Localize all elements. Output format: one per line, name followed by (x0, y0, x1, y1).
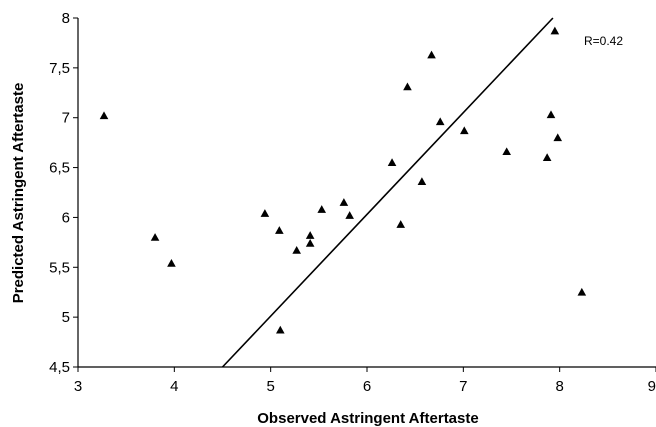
data-point (167, 258, 176, 267)
data-point (550, 26, 560, 35)
data-point (150, 233, 160, 241)
data-point (459, 126, 469, 135)
data-point (317, 205, 327, 213)
data-points (99, 26, 587, 334)
y-tick-label: 7 (62, 110, 70, 127)
data-point (345, 211, 354, 219)
data-point (542, 153, 552, 162)
x-axis-title: Observed Astringent Aftertaste (257, 410, 478, 427)
data-point (260, 209, 270, 217)
data-point (427, 50, 436, 59)
data-point (553, 133, 563, 142)
tick-labels: 3 4 5 6 7 8 9 4,5 5 5,5 6 6,5 7 7,5 8 (49, 10, 656, 395)
data-point (396, 220, 406, 228)
axes (73, 17, 656, 372)
data-point (305, 239, 315, 247)
data-point (403, 82, 412, 91)
data-point (292, 246, 301, 254)
y-tick-label: 8 (62, 10, 70, 27)
fit-line (221, 17, 554, 368)
data-point (417, 177, 427, 185)
fit-line-group (221, 17, 554, 368)
y-tick-label: 5 (62, 309, 70, 326)
x-tick-label: 5 (266, 378, 274, 395)
data-point (502, 147, 511, 156)
data-point (546, 110, 556, 119)
data-point (339, 198, 349, 206)
data-point (99, 111, 109, 120)
data-point (577, 287, 587, 296)
data-point (305, 231, 315, 239)
data-point (275, 226, 284, 234)
data-point (435, 117, 445, 126)
x-tick-label: 4 (170, 378, 178, 395)
x-tick-label: 3 (74, 378, 82, 395)
x-tick-label: 7 (459, 378, 467, 395)
y-tick-label: 5,5 (49, 259, 70, 276)
y-axis-title: Predicted Astringent Aftertaste (10, 83, 27, 304)
data-point (276, 325, 285, 334)
x-tick-label: 9 (648, 378, 656, 395)
y-tick-label: 6,5 (49, 160, 70, 177)
y-tick-label: 7,5 (49, 60, 70, 77)
correlation-annotation: R=0.42 (584, 34, 623, 48)
x-tick-label: 6 (363, 378, 371, 395)
y-tick-label: 4,5 (49, 359, 70, 376)
data-point (387, 158, 397, 167)
x-tick-label: 8 (555, 378, 563, 395)
y-tick-label: 6 (62, 209, 70, 226)
